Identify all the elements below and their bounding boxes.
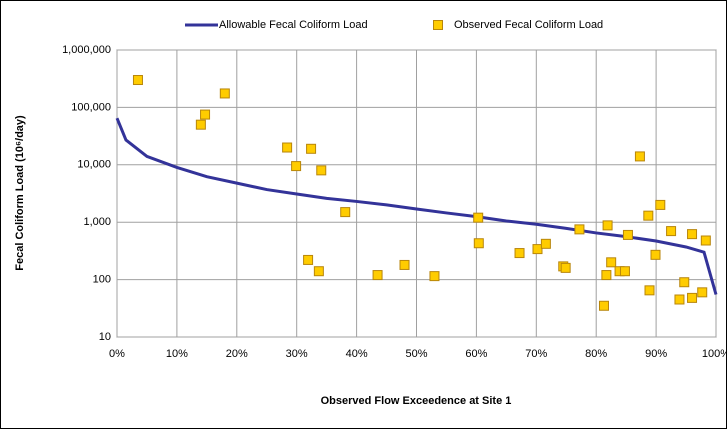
- x-tick-label: 40%: [346, 348, 368, 360]
- legend-label: Allowable Fecal Coliform Load: [219, 19, 368, 31]
- data-point: [598, 300, 609, 311]
- data-point: [560, 262, 571, 273]
- data-point: [340, 207, 351, 218]
- data-point: [514, 248, 525, 259]
- data-point: [687, 292, 698, 303]
- y-tick-label: 100,000: [71, 101, 111, 113]
- data-point: [282, 142, 293, 153]
- y-tick-label: 1,000,000: [62, 44, 111, 56]
- x-tick-label: 70%: [525, 348, 547, 360]
- data-point: [644, 285, 655, 296]
- data-point: [666, 226, 677, 237]
- data-point: [195, 119, 206, 130]
- data-point: [622, 229, 633, 240]
- data-point: [473, 238, 484, 249]
- line-series: [115, 117, 718, 295]
- data-point: [674, 294, 685, 305]
- legend-marker: [433, 20, 443, 30]
- data-point: [697, 287, 708, 298]
- data-point: [316, 165, 327, 176]
- data-point: [399, 259, 410, 270]
- data-point: [602, 220, 613, 231]
- x-tick-label: 50%: [405, 348, 427, 360]
- data-point: [619, 266, 630, 277]
- data-point: [303, 254, 314, 265]
- x-tick-label: 100%: [702, 348, 727, 360]
- y-tick-label: 10,000: [77, 159, 111, 171]
- data-point: [634, 151, 645, 162]
- data-point: [650, 249, 661, 260]
- legend-label: Observed Fecal Coliform Load: [454, 19, 603, 31]
- data-point: [643, 210, 654, 221]
- data-point: [306, 143, 317, 154]
- data-point: [655, 199, 666, 210]
- data-point: [687, 229, 698, 240]
- data-point: [313, 266, 324, 277]
- data-point: [291, 161, 302, 172]
- data-point: [429, 271, 440, 282]
- data-point: [606, 257, 617, 268]
- x-tick-label: 20%: [226, 348, 248, 360]
- data-point: [219, 88, 230, 99]
- x-axis-title: Observed Flow Exceedence at Site 1: [321, 395, 512, 407]
- x-tick-label: 10%: [166, 348, 188, 360]
- data-point: [200, 109, 211, 120]
- data-point: [540, 238, 551, 249]
- x-tick-label: 80%: [585, 348, 607, 360]
- x-tick-label: 90%: [645, 348, 667, 360]
- data-point: [679, 277, 690, 288]
- data-point: [574, 224, 585, 235]
- data-point: [132, 75, 143, 86]
- data-point: [601, 270, 612, 281]
- data-point: [700, 235, 711, 246]
- y-tick-label: 100: [93, 274, 111, 286]
- y-tick-label: 10: [99, 331, 111, 343]
- data-point: [372, 270, 383, 281]
- x-tick-label: 30%: [286, 348, 308, 360]
- y-axis-title: Fecal Coliform Load (10⁶/day): [14, 115, 26, 271]
- data-point: [532, 244, 543, 255]
- x-tick-label: 0%: [109, 348, 125, 360]
- y-tick-label: 1,000: [83, 216, 111, 228]
- data-point: [473, 212, 484, 223]
- x-tick-label: 60%: [465, 348, 487, 360]
